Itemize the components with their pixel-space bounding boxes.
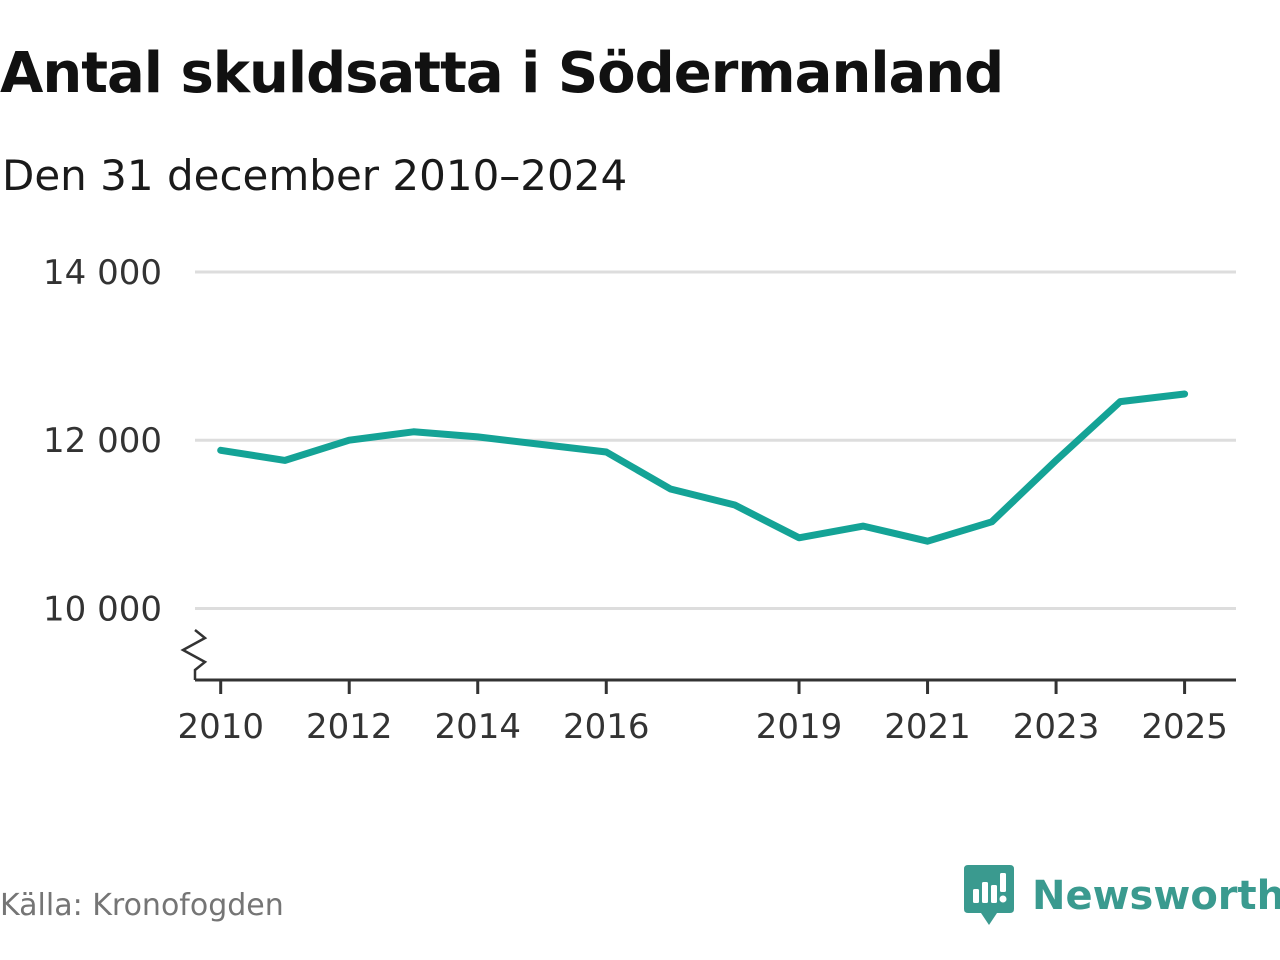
x-tick-label-2021: 2021 xyxy=(884,707,971,747)
y-axis-tick-labels: 10 000 12 000 14 000 xyxy=(43,253,162,629)
x-axis: 2010 2012 2014 2016 2019 2021 2023 2025 xyxy=(177,629,1236,747)
y-tick-label-14000: 14 000 xyxy=(43,253,162,293)
data-point-2015 xyxy=(539,441,546,448)
data-point-2011 xyxy=(281,457,288,464)
x-tick-label-2016: 2016 xyxy=(563,707,650,747)
series-line-0 xyxy=(217,390,1189,545)
x-tick-label-2010: 2010 xyxy=(177,707,264,747)
x-tick-label-2019: 2019 xyxy=(756,707,843,747)
data-point-2019 xyxy=(796,534,803,541)
data-point-2023 xyxy=(1053,457,1060,464)
data-point-2020 xyxy=(860,523,867,530)
x-tick-label-2025: 2025 xyxy=(1141,707,1228,747)
brand-name: Newsworthy xyxy=(1032,873,1280,919)
x-tick-label-2023: 2023 xyxy=(1013,707,1100,747)
data-point-2018 xyxy=(731,502,738,509)
y-tick-label-10000: 10 000 xyxy=(43,589,162,629)
series-layer xyxy=(217,390,1189,545)
data-point-2021 xyxy=(924,538,931,545)
data-point-2013 xyxy=(410,428,417,435)
chart-title: Antal skuldsatta i Södermanland xyxy=(0,41,1004,106)
source-note: Källa: Kronofogden xyxy=(0,888,284,923)
y-tick-label-12000: 12 000 xyxy=(43,421,162,461)
data-point-2025 xyxy=(1181,390,1188,397)
newsworthy-logo-icon xyxy=(964,865,1014,925)
data-point-2022 xyxy=(988,518,995,525)
data-point-2024 xyxy=(1117,398,1124,405)
data-point-2016 xyxy=(603,449,610,456)
data-point-2010 xyxy=(217,447,224,454)
x-tick-label-2014: 2014 xyxy=(434,707,521,747)
x-tick-label-2012: 2012 xyxy=(306,707,393,747)
data-point-2017 xyxy=(667,486,674,493)
chart-subtitle: Den 31 december 2010–2024 xyxy=(2,151,628,200)
y-axis-break-marker xyxy=(180,629,208,680)
brand: Newsworthy xyxy=(964,864,1280,928)
data-point-2014 xyxy=(474,433,481,440)
data-point-2012 xyxy=(346,437,353,444)
